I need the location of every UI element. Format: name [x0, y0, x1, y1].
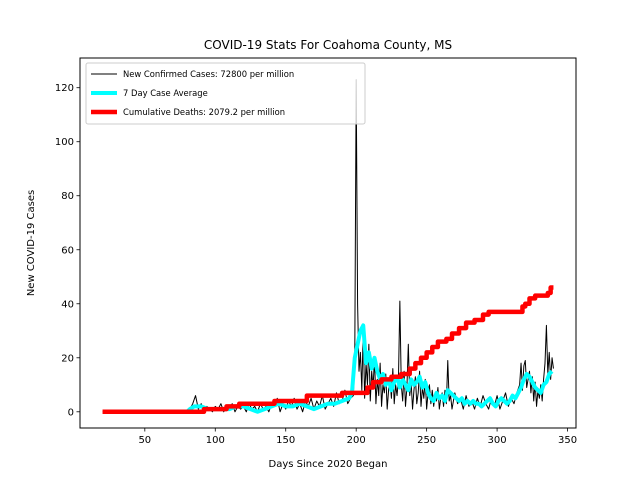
x-tick-label: 100	[206, 435, 225, 446]
x-tick-label: 200	[347, 435, 366, 446]
y-tick-label: 0	[68, 407, 74, 418]
y-tick-label: 120	[55, 83, 74, 94]
series-line-3	[102, 285, 554, 415]
y-axis-ticks: 0 20 40 60 80 100 120	[55, 83, 80, 418]
y-tick-label: 60	[61, 245, 74, 256]
x-axis-ticks: 50 100 150 200 250 300 350	[138, 428, 577, 446]
legend-label-1: New Confirmed Cases: 72800 per million	[123, 69, 294, 79]
legend-label-3: Cumulative Deaths: 2079.2 per million	[123, 107, 285, 117]
y-tick-label: 100	[55, 137, 74, 148]
legend-label-2: 7 Day Case Average	[123, 88, 208, 98]
y-tick-label: 80	[61, 191, 74, 202]
y-tick-label: 20	[61, 353, 74, 364]
legend-box	[85, 62, 366, 125]
x-tick-label: 150	[276, 435, 295, 446]
x-tick-label: 350	[558, 435, 577, 446]
x-axis-label: Days Since 2020 Began	[269, 459, 388, 470]
x-tick-label: 50	[138, 435, 151, 446]
y-tick-label: 40	[61, 299, 74, 310]
chart-title: COVID-19 Stats For Coahoma County, MS	[204, 38, 452, 52]
series-line-2	[185, 323, 554, 414]
x-tick-label: 250	[417, 435, 436, 446]
series-layer	[102, 79, 554, 415]
y-axis-label: New COVID-19 Cases	[26, 190, 37, 296]
plot-frame	[79, 57, 577, 429]
legend: New Confirmed Cases: 72800 per million 7 …	[85, 62, 366, 125]
x-tick-label: 300	[488, 435, 507, 446]
